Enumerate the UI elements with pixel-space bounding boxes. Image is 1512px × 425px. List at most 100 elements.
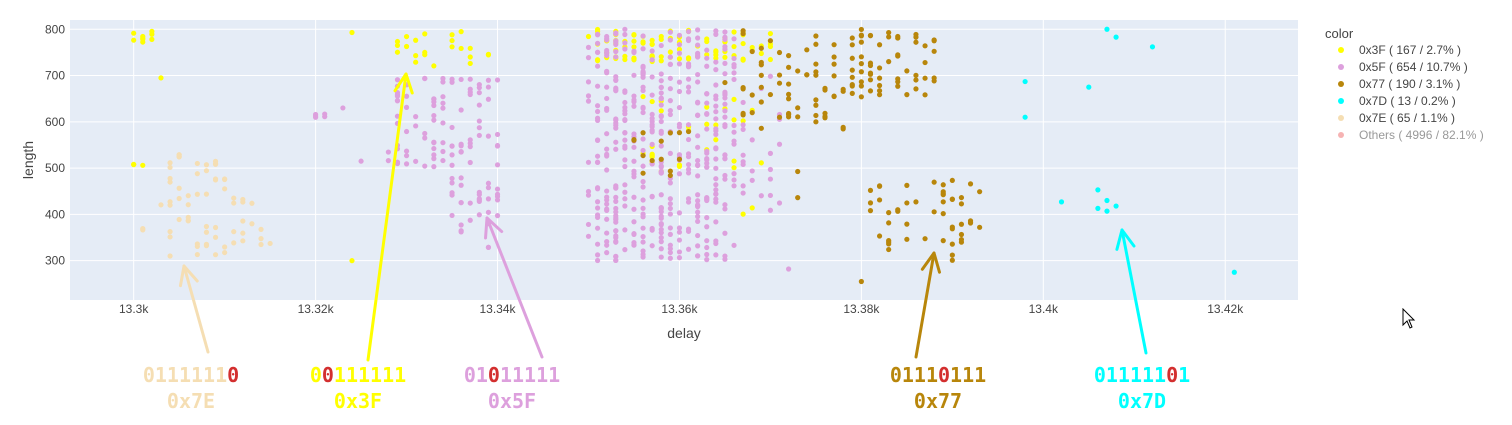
data-point [640,72,646,78]
data-point [212,161,219,167]
data-point [640,170,646,176]
data-point [494,162,501,168]
data-point [858,54,864,60]
data-point [640,147,646,154]
data-point [786,53,792,59]
data-point [731,76,737,83]
data-point [640,87,646,94]
data-point [776,141,783,147]
arrow-head [920,251,942,274]
data-point [676,121,683,127]
data-point [458,143,464,149]
data-point [804,47,810,53]
legend[interactable]: color 0x3F ( 167 / 2.7% ) 0x5F ( 654 / 10… [1325,26,1484,142]
data-point [695,27,701,33]
data-point [767,30,774,37]
data-point [667,196,673,202]
annotation-bit: 1 [1154,363,1166,387]
data-point [640,104,646,110]
data-point [676,255,683,261]
data-point [449,143,455,149]
x-tick-labels: 13.3k 13.32k 13.34k 13.36k 13.38k 13.4k 13.42k [119,302,1244,316]
data-point [658,213,664,219]
data-point [704,164,710,170]
annotation-bit: 1 [902,363,914,387]
y-tick-label: 700 [45,69,65,83]
data-point [658,58,664,64]
data-point [704,197,710,204]
data-point [685,76,692,82]
data-point [749,48,755,55]
data-point [722,156,728,162]
annotation-bit: 0 [1166,363,1178,387]
mouse-pointer-icon [1402,308,1416,329]
annotation-bit: 0 [938,363,950,387]
data-point [212,234,219,240]
data-point [631,56,637,62]
data-point [913,72,919,78]
data-point [731,29,737,35]
data-point [149,36,155,42]
data-point [713,196,719,202]
annotation-bit: 1 [1178,363,1190,387]
data-point [594,57,601,63]
data-point [667,150,673,156]
data-point [440,105,446,111]
data-point [158,75,164,81]
data-point [776,200,783,206]
data-point [958,221,965,227]
data-point [613,184,619,191]
data-point [485,185,492,191]
annotation-bit: 1 [512,363,524,387]
data-point [658,221,664,227]
data-point [749,110,755,116]
data-point [613,215,619,221]
annotation-bit: 1 [914,363,926,387]
data-point [622,99,628,106]
data-point [494,142,501,149]
data-point [731,43,737,50]
data-point [640,65,646,71]
x-tick-label: 13.34k [480,302,517,316]
data-point [722,79,728,86]
data-point [485,77,492,83]
data-point [322,111,328,117]
data-point [713,122,719,128]
data-point [604,239,610,245]
data-point [649,118,655,125]
annotation-labels: 011111100x7E001111110x3F010111110x5F0111… [143,363,1190,413]
data-point [949,257,955,263]
data-point [740,161,746,168]
annotation-bit: 0 [227,363,239,387]
data-point [585,159,592,165]
data-point [467,86,473,92]
data-point [594,185,601,191]
legend-marker [1338,64,1344,70]
arrow-head [484,216,504,240]
data-point [658,156,664,162]
data-point [667,130,673,136]
legend-title: color [1325,26,1354,41]
data-point [958,231,965,238]
data-point [1104,197,1110,204]
data-point [422,31,428,37]
data-point [449,180,455,186]
data-point [658,118,664,125]
data-point [667,205,673,212]
data-point [722,172,728,179]
data-point [722,101,728,107]
data-point [431,156,437,162]
data-point [858,61,864,67]
data-point [658,143,664,149]
data-point [413,123,419,129]
data-point [977,224,983,230]
data-point [658,239,664,245]
data-point [704,244,710,251]
data-point [613,205,619,212]
data-point [167,234,173,240]
y-tick-label: 600 [45,115,65,129]
data-point [458,200,464,206]
data-point [849,90,855,97]
data-point [476,125,482,131]
data-point [931,48,937,54]
